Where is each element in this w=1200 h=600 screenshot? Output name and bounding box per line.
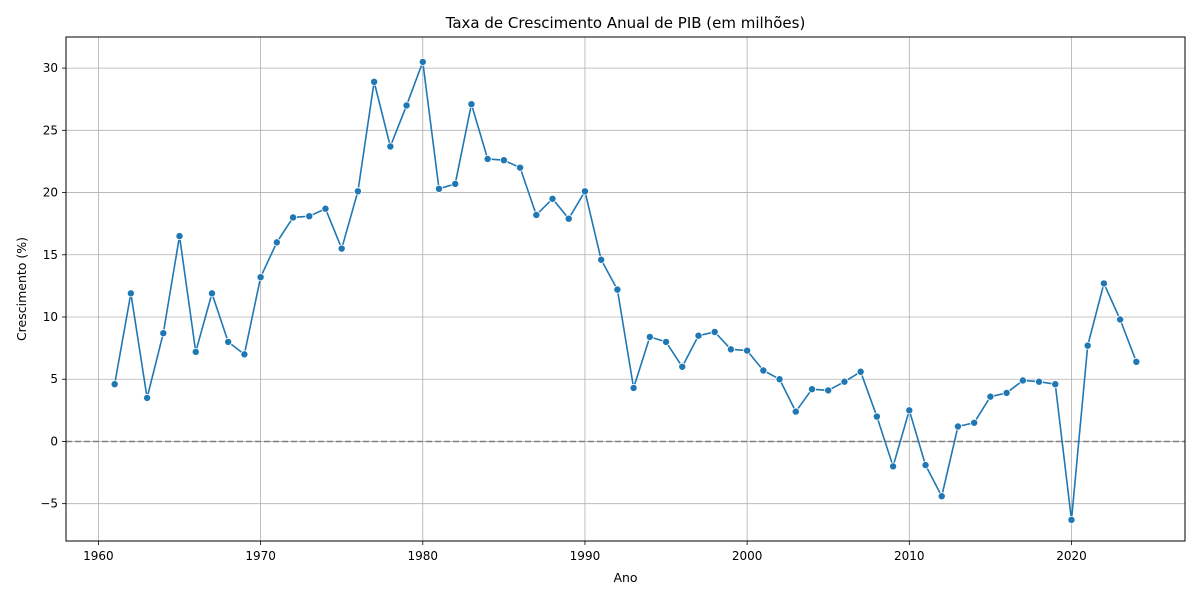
data-point <box>434 184 443 193</box>
data-point <box>256 273 265 282</box>
x-tick-label: 1960 <box>83 549 114 563</box>
x-axis-label: Ano <box>613 570 637 585</box>
x-tick-label: 2000 <box>732 549 763 563</box>
data-point <box>629 383 638 392</box>
y-tick-label: 15 <box>43 248 58 262</box>
series-growth <box>110 57 1141 524</box>
data-point <box>451 179 460 188</box>
data-point <box>516 163 525 172</box>
x-tick-label: 1990 <box>570 549 601 563</box>
data-point <box>126 289 135 298</box>
y-tick-label: 10 <box>43 310 58 324</box>
data-point <box>840 377 849 386</box>
data-point <box>1051 380 1060 389</box>
data-point <box>1116 315 1125 324</box>
data-point <box>402 101 411 110</box>
y-tick-label: 25 <box>43 123 58 137</box>
data-point <box>856 367 865 376</box>
data-point <box>386 142 395 151</box>
data-point <box>483 154 492 163</box>
x-tick-label: 2020 <box>1056 549 1087 563</box>
data-point <box>905 406 914 415</box>
data-point <box>678 362 687 371</box>
data-point <box>532 210 541 219</box>
data-point <box>824 386 833 395</box>
data-point <box>110 380 119 389</box>
data-point <box>1067 515 1076 524</box>
data-point <box>889 462 898 471</box>
data-point <box>580 187 589 196</box>
data-point <box>1099 279 1108 288</box>
data-point <box>272 238 281 247</box>
y-axis-label: Crescimento (%) <box>14 237 29 341</box>
data-point <box>808 385 817 394</box>
data-point <box>1018 376 1027 385</box>
data-point <box>791 407 800 416</box>
data-point <box>224 337 233 346</box>
data-point <box>662 337 671 346</box>
data-point <box>986 392 995 401</box>
data-point <box>937 492 946 501</box>
series-line <box>113 61 1138 521</box>
data-point <box>564 214 573 223</box>
data-point <box>743 346 752 355</box>
data-point <box>159 329 168 338</box>
y-tick-label: 0 <box>50 434 58 448</box>
data-point <box>337 244 346 253</box>
data-point <box>597 255 606 264</box>
data-point <box>143 393 152 402</box>
data-point <box>921 461 930 470</box>
data-point <box>613 285 622 294</box>
data-point <box>775 375 784 384</box>
data-point <box>191 347 200 356</box>
data-point <box>1132 357 1141 366</box>
plot-area-frame <box>65 36 1186 542</box>
x-tick-label: 1980 <box>408 549 439 563</box>
chart-title: Taxa de Crescimento Anual de PIB (em mil… <box>445 14 806 32</box>
data-point <box>710 327 719 336</box>
data-point <box>175 232 184 241</box>
y-tick-label: 5 <box>50 372 58 386</box>
y-tick-label: −5 <box>40 497 58 511</box>
data-point <box>321 204 330 213</box>
data-point <box>1002 388 1011 397</box>
x-tick-label: 1970 <box>245 549 276 563</box>
data-point <box>1035 377 1044 386</box>
data-point <box>726 345 735 354</box>
data-point <box>1083 341 1092 350</box>
data-point <box>970 418 979 427</box>
data-point <box>694 331 703 340</box>
data-point <box>305 212 314 221</box>
data-point <box>953 422 962 431</box>
data-point <box>353 187 362 196</box>
data-point <box>467 100 476 109</box>
axis-ticks: 1960 1970 1980 1990 2000 2010 2020 −5 0 5 10 15 20 25… <box>40 61 1086 563</box>
data-point <box>645 332 654 341</box>
x-tick-label: 2010 <box>894 549 925 563</box>
data-point <box>370 77 379 86</box>
data-point <box>548 194 557 203</box>
y-tick-label: 30 <box>43 61 58 75</box>
data-point <box>499 156 508 165</box>
data-point <box>418 57 427 66</box>
y-tick-label: 20 <box>43 186 58 200</box>
grid <box>66 37 1185 541</box>
data-point <box>240 350 249 359</box>
data-point <box>289 213 298 222</box>
data-point <box>207 289 216 298</box>
data-point <box>759 366 768 375</box>
data-point <box>872 412 881 421</box>
